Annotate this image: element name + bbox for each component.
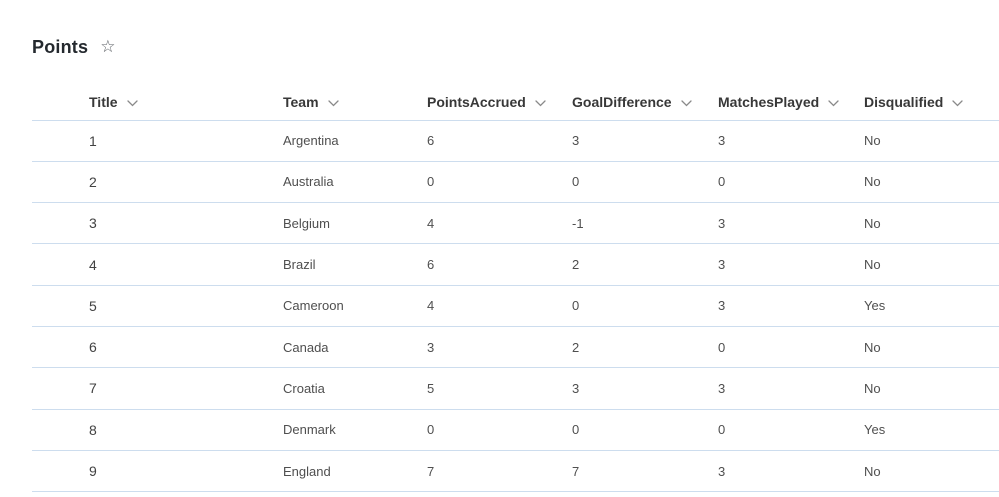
cell-team: Brazil xyxy=(283,243,427,286)
column-header-goaldifference[interactable]: GoalDifference xyxy=(572,85,718,121)
table-row: 5 Cameroon 4 0 3 Yes xyxy=(32,285,999,327)
cell-pointsaccrued: 6 xyxy=(427,243,572,286)
cell-goaldifference: 7 xyxy=(572,450,718,493)
cell-disqualified: No xyxy=(864,161,999,204)
cell-title: 1 xyxy=(32,120,283,162)
cell-team: Canada xyxy=(283,326,427,369)
cell-pointsaccrued: 7 xyxy=(427,450,572,493)
cell-title: 4 xyxy=(32,243,283,286)
table-row: 1 Argentina 6 3 3 No xyxy=(32,120,999,162)
chevron-down-icon[interactable] xyxy=(952,100,964,107)
table-row: 3 Belgium 4 -1 3 No xyxy=(32,202,999,245)
grid-table: Title Team PointsAccrued xyxy=(32,85,999,493)
table-row: 4 Brazil 6 2 3 No xyxy=(32,243,999,286)
cell-team: Croatia xyxy=(283,367,427,410)
cell-disqualified: No xyxy=(864,326,999,369)
column-header-label: Disqualified xyxy=(864,94,944,111)
table-body: 1 Argentina 6 3 3 No 2 Australia 0 0 0 N… xyxy=(32,120,999,493)
cell-goaldifference: 0 xyxy=(572,161,718,204)
column-header-team[interactable]: Team xyxy=(283,85,427,121)
cell-matchesplayed: 3 xyxy=(718,450,864,493)
cell-pointsaccrued: 0 xyxy=(427,409,572,451)
cell-matchesplayed: 3 xyxy=(718,120,864,162)
cell-pointsaccrued: 4 xyxy=(427,285,572,327)
cell-title: 9 xyxy=(32,450,283,493)
cell-matchesplayed: 3 xyxy=(718,367,864,410)
grid-header: Title Team PointsAccrued xyxy=(32,85,999,121)
column-header-disqualified[interactable]: Disqualified xyxy=(864,85,999,121)
table-row: 6 Canada 3 2 0 No xyxy=(32,326,999,369)
table-row: 8 Denmark 0 0 0 Yes xyxy=(32,409,999,451)
chevron-down-icon[interactable] xyxy=(327,100,339,107)
cell-disqualified: No xyxy=(864,450,999,493)
cell-team: Cameroon xyxy=(283,285,427,327)
cell-title: 6 xyxy=(32,326,283,369)
cell-pointsaccrued: 5 xyxy=(427,367,572,410)
cell-goaldifference: 3 xyxy=(572,367,718,410)
column-header-title[interactable]: Title xyxy=(32,85,283,121)
cell-matchesplayed: 0 xyxy=(718,161,864,204)
column-header-pointsaccrued[interactable]: PointsAccrued xyxy=(427,85,572,121)
column-header-label: GoalDifference xyxy=(572,94,672,111)
cell-title: 2 xyxy=(32,161,283,204)
column-header-label: MatchesPlayed xyxy=(718,94,820,111)
cell-disqualified: Yes xyxy=(864,409,999,451)
page-header: Points ☆ xyxy=(0,0,999,58)
cell-matchesplayed: 3 xyxy=(718,202,864,245)
cell-title: 7 xyxy=(32,367,283,410)
cell-title: 8 xyxy=(32,409,283,451)
page-title: Points xyxy=(32,36,89,57)
cell-disqualified: No xyxy=(864,202,999,245)
cell-pointsaccrued: 3 xyxy=(427,326,572,369)
cell-team: Belgium xyxy=(283,202,427,245)
chevron-down-icon[interactable] xyxy=(680,100,692,107)
column-header-matchesplayed[interactable]: MatchesPlayed xyxy=(718,85,864,121)
cell-disqualified: No xyxy=(864,243,999,286)
chevron-down-icon[interactable] xyxy=(126,100,138,107)
table-row: 7 Croatia 5 3 3 No xyxy=(32,367,999,410)
cell-title: 3 xyxy=(32,202,283,245)
cell-goaldifference: 0 xyxy=(572,285,718,327)
cell-team: Denmark xyxy=(283,409,427,451)
cell-pointsaccrued: 6 xyxy=(427,120,572,162)
cell-pointsaccrued: 0 xyxy=(427,161,572,204)
star-outline-icon[interactable]: ☆ xyxy=(100,36,116,56)
cell-goaldifference: -1 xyxy=(572,202,718,245)
column-header-label: Title xyxy=(89,94,118,111)
points-grid: Title Team PointsAccrued xyxy=(32,85,999,493)
cell-matchesplayed: 3 xyxy=(718,285,864,327)
header-row: Title Team PointsAccrued xyxy=(32,85,999,121)
cell-disqualified: No xyxy=(864,367,999,410)
chevron-down-icon[interactable] xyxy=(828,100,839,107)
chevron-down-icon[interactable] xyxy=(535,100,546,107)
column-header-label: Team xyxy=(283,94,319,111)
cell-matchesplayed: 0 xyxy=(718,326,864,369)
cell-matchesplayed: 3 xyxy=(718,243,864,286)
cell-goaldifference: 2 xyxy=(572,243,718,286)
cell-team: England xyxy=(283,450,427,493)
table-row: 9 England 7 7 3 No xyxy=(32,450,999,493)
cell-pointsaccrued: 4 xyxy=(427,202,572,245)
cell-disqualified: Yes xyxy=(864,285,999,327)
cell-goaldifference: 2 xyxy=(572,326,718,369)
cell-matchesplayed: 0 xyxy=(718,409,864,451)
cell-team: Argentina xyxy=(283,120,427,162)
cell-goaldifference: 3 xyxy=(572,120,718,162)
cell-disqualified: No xyxy=(864,120,999,162)
column-header-label: PointsAccrued xyxy=(427,94,526,111)
cell-team: Australia xyxy=(283,161,427,204)
cell-goaldifference: 0 xyxy=(572,409,718,451)
cell-title: 5 xyxy=(32,285,283,327)
table-row: 2 Australia 0 0 0 No xyxy=(32,161,999,204)
